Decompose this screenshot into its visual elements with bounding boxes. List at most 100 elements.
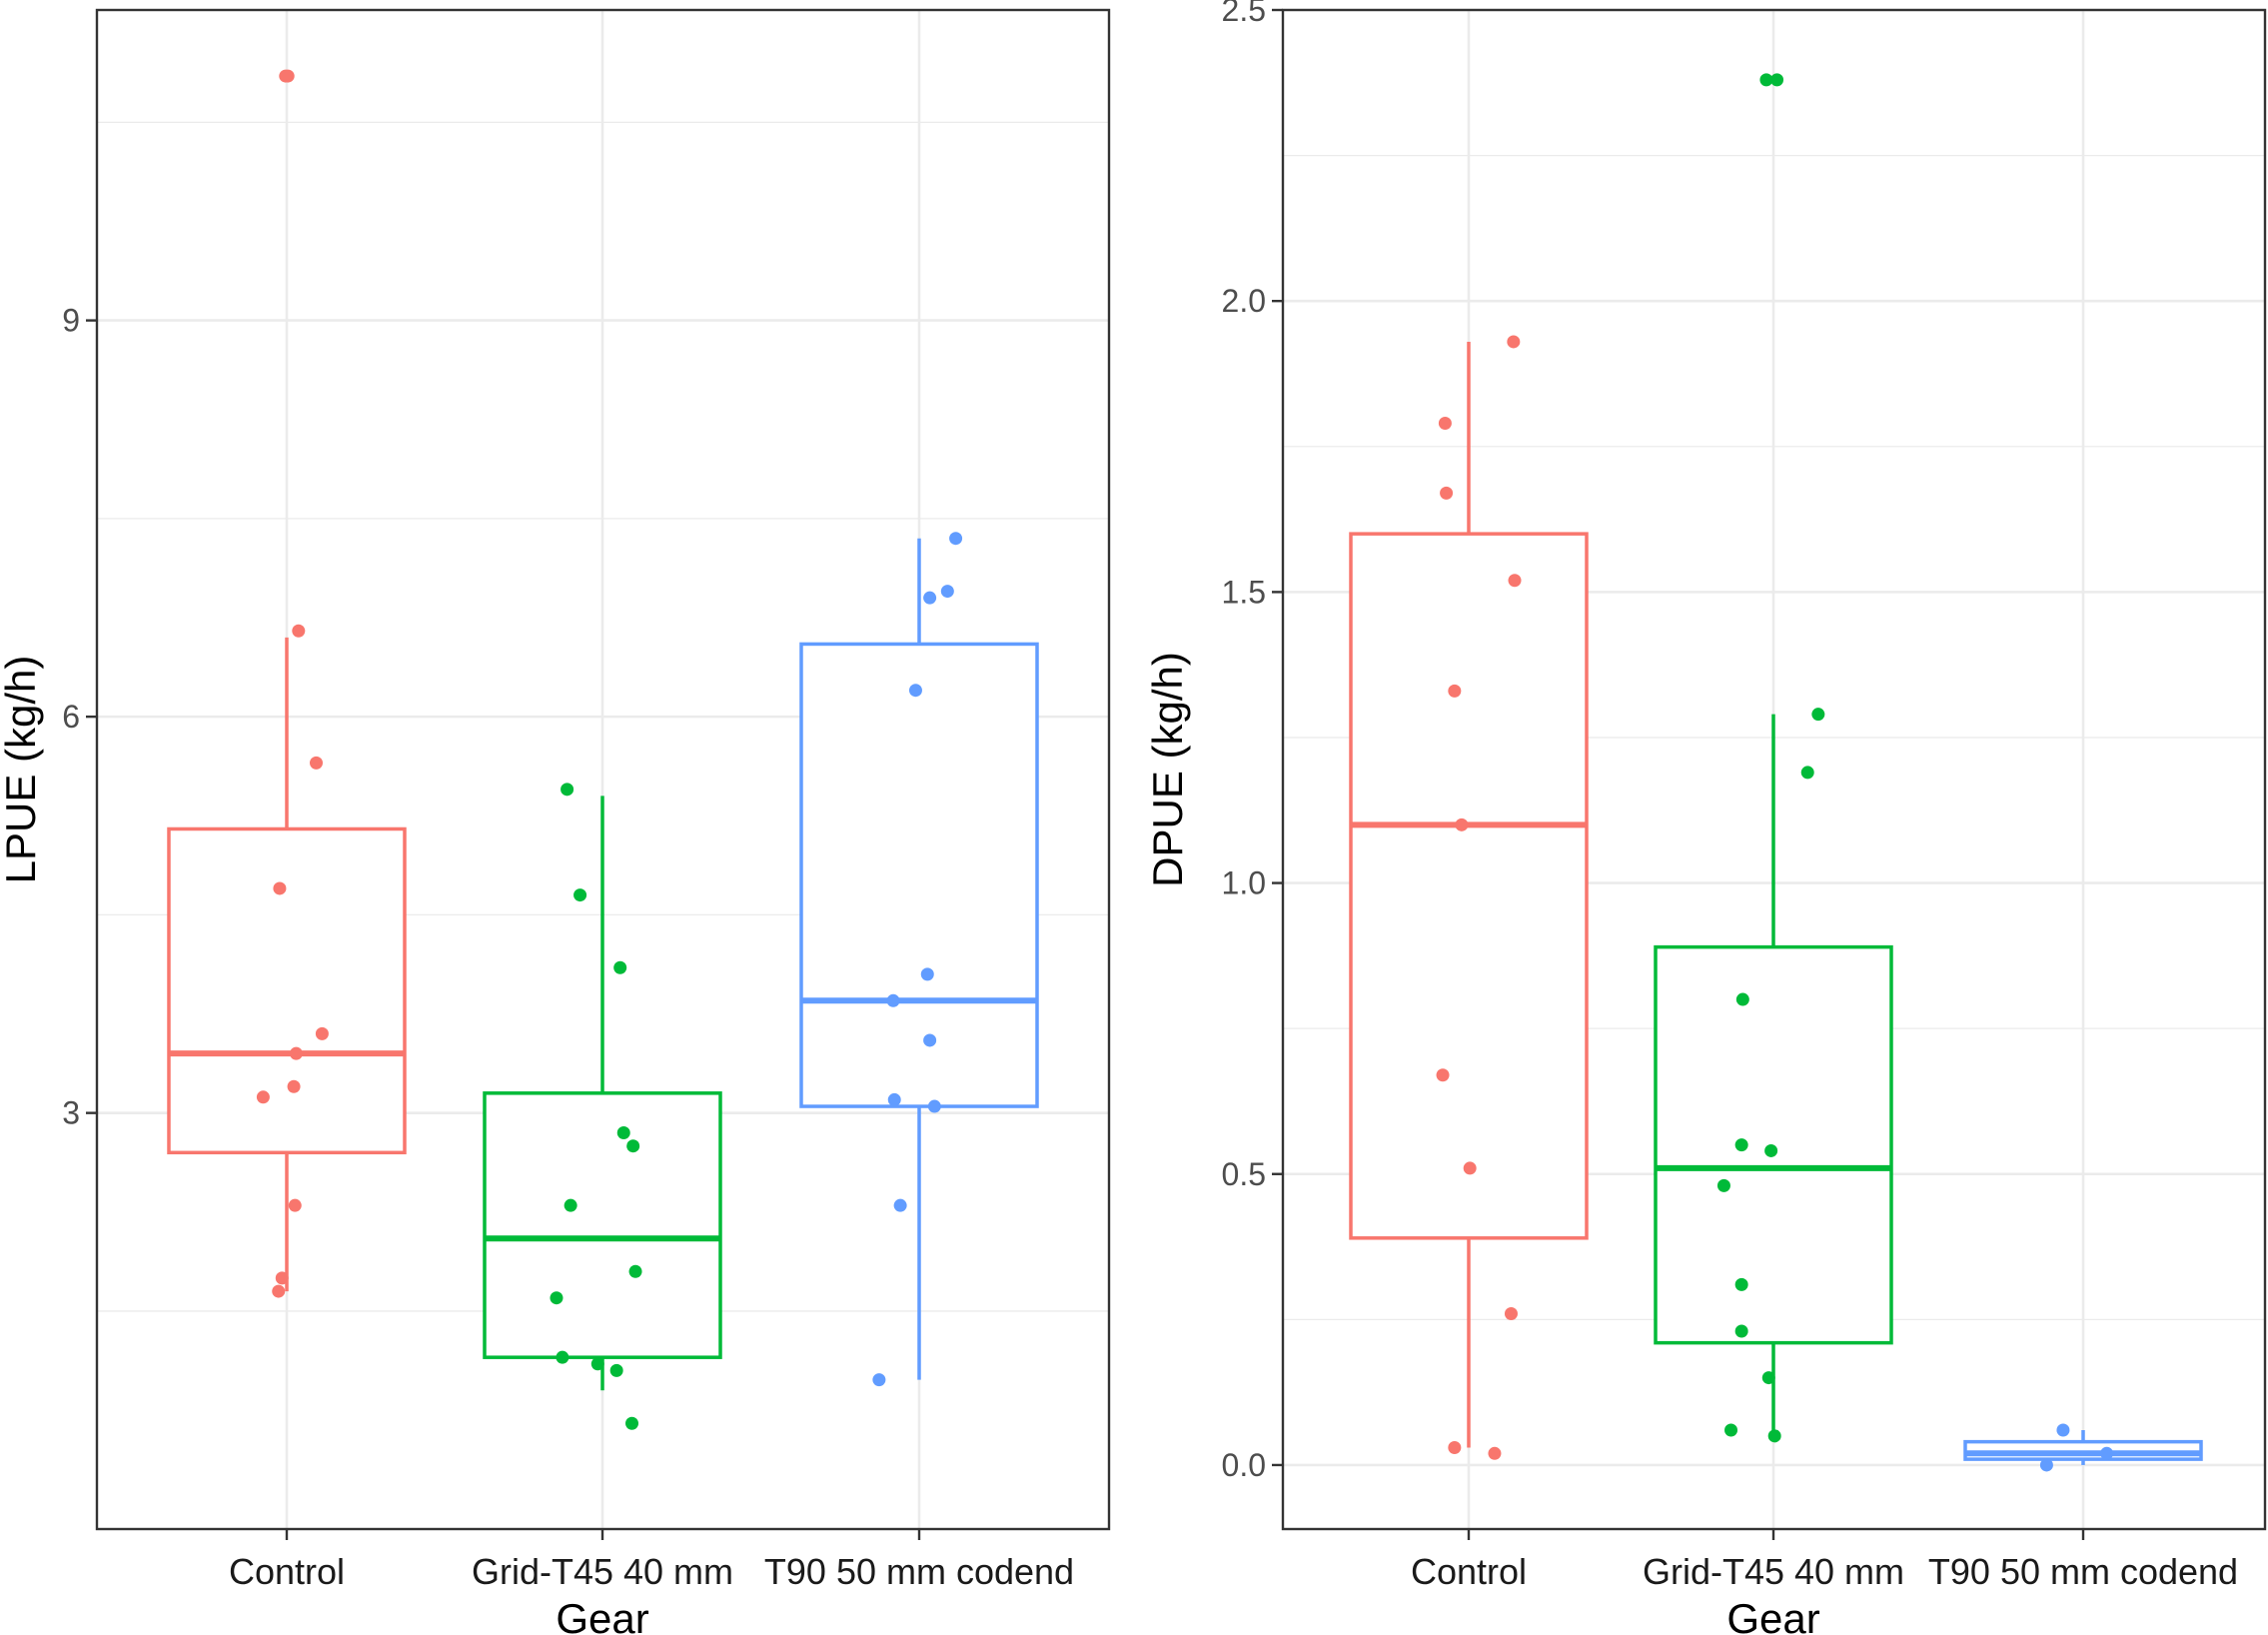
data-point — [1716, 1178, 1730, 1192]
data-point — [1735, 992, 1749, 1006]
boxplot — [1963, 1429, 2203, 1465]
x-tick-label: Grid-T45 40 mm — [472, 1551, 733, 1592]
data-point — [920, 967, 934, 981]
data-point — [1734, 1277, 1748, 1291]
x-tick-label: T90 50 mm codend — [764, 1551, 1074, 1592]
data-point — [256, 1090, 270, 1104]
data-point — [887, 1092, 901, 1106]
data-point — [1488, 1446, 1502, 1460]
data-point — [949, 532, 963, 546]
data-point — [908, 684, 922, 698]
y-tick-label: 1.0 — [1222, 865, 1266, 901]
y-tick-label: 0.5 — [1222, 1156, 1266, 1192]
data-point — [1436, 1068, 1450, 1082]
x-tick-label: Control — [1411, 1551, 1527, 1592]
dpue-y-tick-labels: 0.0 0.5 1.0 1.5 2.0 2.5 — [1222, 0, 1266, 1483]
data-point — [927, 1099, 941, 1113]
data-point — [626, 1139, 640, 1153]
data-point — [1448, 1440, 1462, 1454]
y-tick-label: 3 — [62, 1095, 80, 1131]
dpue-x-axis-title: Gear — [1726, 1595, 1819, 1635]
dpue-panel: 0.0 0.5 1.0 1.5 2.0 2.5 Control Grid-T45… — [1144, 0, 2267, 1635]
data-point — [1734, 1138, 1748, 1152]
data-point — [289, 1046, 303, 1060]
y-tick-label: 1.5 — [1222, 574, 1266, 610]
x-tick-label: Control — [229, 1551, 345, 1592]
dpue-x-tick-labels: Control Grid-T45 40 mm T90 50 mm codend — [1411, 1551, 2238, 1592]
lpue-ticks — [86, 319, 921, 1540]
data-point — [273, 881, 287, 895]
y-tick-label: 2.5 — [1222, 0, 1266, 28]
data-point — [628, 1264, 642, 1278]
lpue-x-tick-labels: Control Grid-T45 40 mm T90 50 mm codend — [229, 1551, 1074, 1592]
data-point — [315, 1026, 329, 1040]
x-tick-label: Grid-T45 40 mm — [1643, 1551, 1904, 1592]
data-point — [893, 1198, 907, 1212]
data-point — [1508, 574, 1522, 588]
data-point — [613, 960, 627, 974]
data-point — [275, 1271, 289, 1285]
data-point — [561, 783, 574, 797]
data-point — [1448, 684, 1462, 698]
lpue-y-tick-labels: 3 6 9 — [62, 303, 80, 1131]
data-point — [1724, 1423, 1738, 1437]
data-point — [2039, 1458, 2053, 1472]
data-point — [1507, 335, 1521, 349]
data-point — [288, 1198, 302, 1212]
boxplot — [1349, 341, 1589, 1448]
data-point — [2100, 1446, 2114, 1460]
data-point — [616, 1125, 630, 1139]
data-point — [2056, 1423, 2070, 1437]
data-point — [1463, 1161, 1477, 1175]
lpue-x-axis-title: Gear — [556, 1595, 648, 1635]
data-point — [556, 1350, 569, 1364]
y-tick-label: 9 — [62, 303, 80, 339]
data-point — [1767, 1429, 1781, 1443]
data-point — [625, 1416, 638, 1430]
data-point — [1438, 416, 1452, 430]
lpue-panel: 3 6 9 Control Grid-T45 40 mm T90 50 mm c… — [0, 8, 1111, 1635]
data-point — [573, 888, 587, 902]
data-point — [1800, 766, 1814, 780]
boxplot — [167, 637, 407, 1292]
data-point — [1811, 708, 1825, 722]
box-iqr — [1349, 532, 1589, 1240]
data-point — [281, 69, 295, 83]
boxplot — [1654, 714, 1893, 1436]
data-point — [564, 1198, 577, 1212]
data-point — [272, 1284, 286, 1298]
data-point — [590, 1357, 604, 1371]
y-tick-label: 0.0 — [1222, 1447, 1266, 1483]
data-point — [609, 1363, 623, 1377]
dpue-y-axis-title: DPUE (kg/h) — [1144, 652, 1191, 887]
box-iqr — [799, 642, 1039, 1108]
boxplot — [799, 538, 1039, 1380]
dpue-points — [1436, 73, 2114, 1472]
lpue-boxplots — [167, 538, 1039, 1391]
data-point — [550, 1291, 564, 1305]
dpue-ticks — [1272, 8, 2085, 1540]
data-point — [872, 1373, 886, 1387]
dpue-boxplots — [1349, 341, 2203, 1465]
y-tick-label: 6 — [62, 699, 80, 735]
data-point — [310, 756, 323, 770]
boxplot — [483, 796, 722, 1391]
data-point — [1504, 1307, 1518, 1321]
data-point — [1764, 1143, 1778, 1157]
data-point — [1761, 1371, 1775, 1385]
data-point — [923, 591, 937, 605]
lpue-points — [256, 69, 963, 1430]
data-point — [940, 585, 954, 599]
lpue-y-axis-title: LPUE (kg/h) — [0, 656, 44, 884]
data-point — [1734, 1324, 1748, 1338]
data-point — [1455, 818, 1469, 831]
data-point — [923, 1033, 937, 1047]
box-iqr — [483, 1091, 722, 1359]
data-point — [287, 1079, 301, 1093]
data-point — [1770, 73, 1784, 87]
box-iqr — [167, 826, 407, 1155]
data-point — [292, 624, 306, 638]
y-tick-label: 2.0 — [1222, 283, 1266, 319]
data-point — [1759, 73, 1773, 87]
